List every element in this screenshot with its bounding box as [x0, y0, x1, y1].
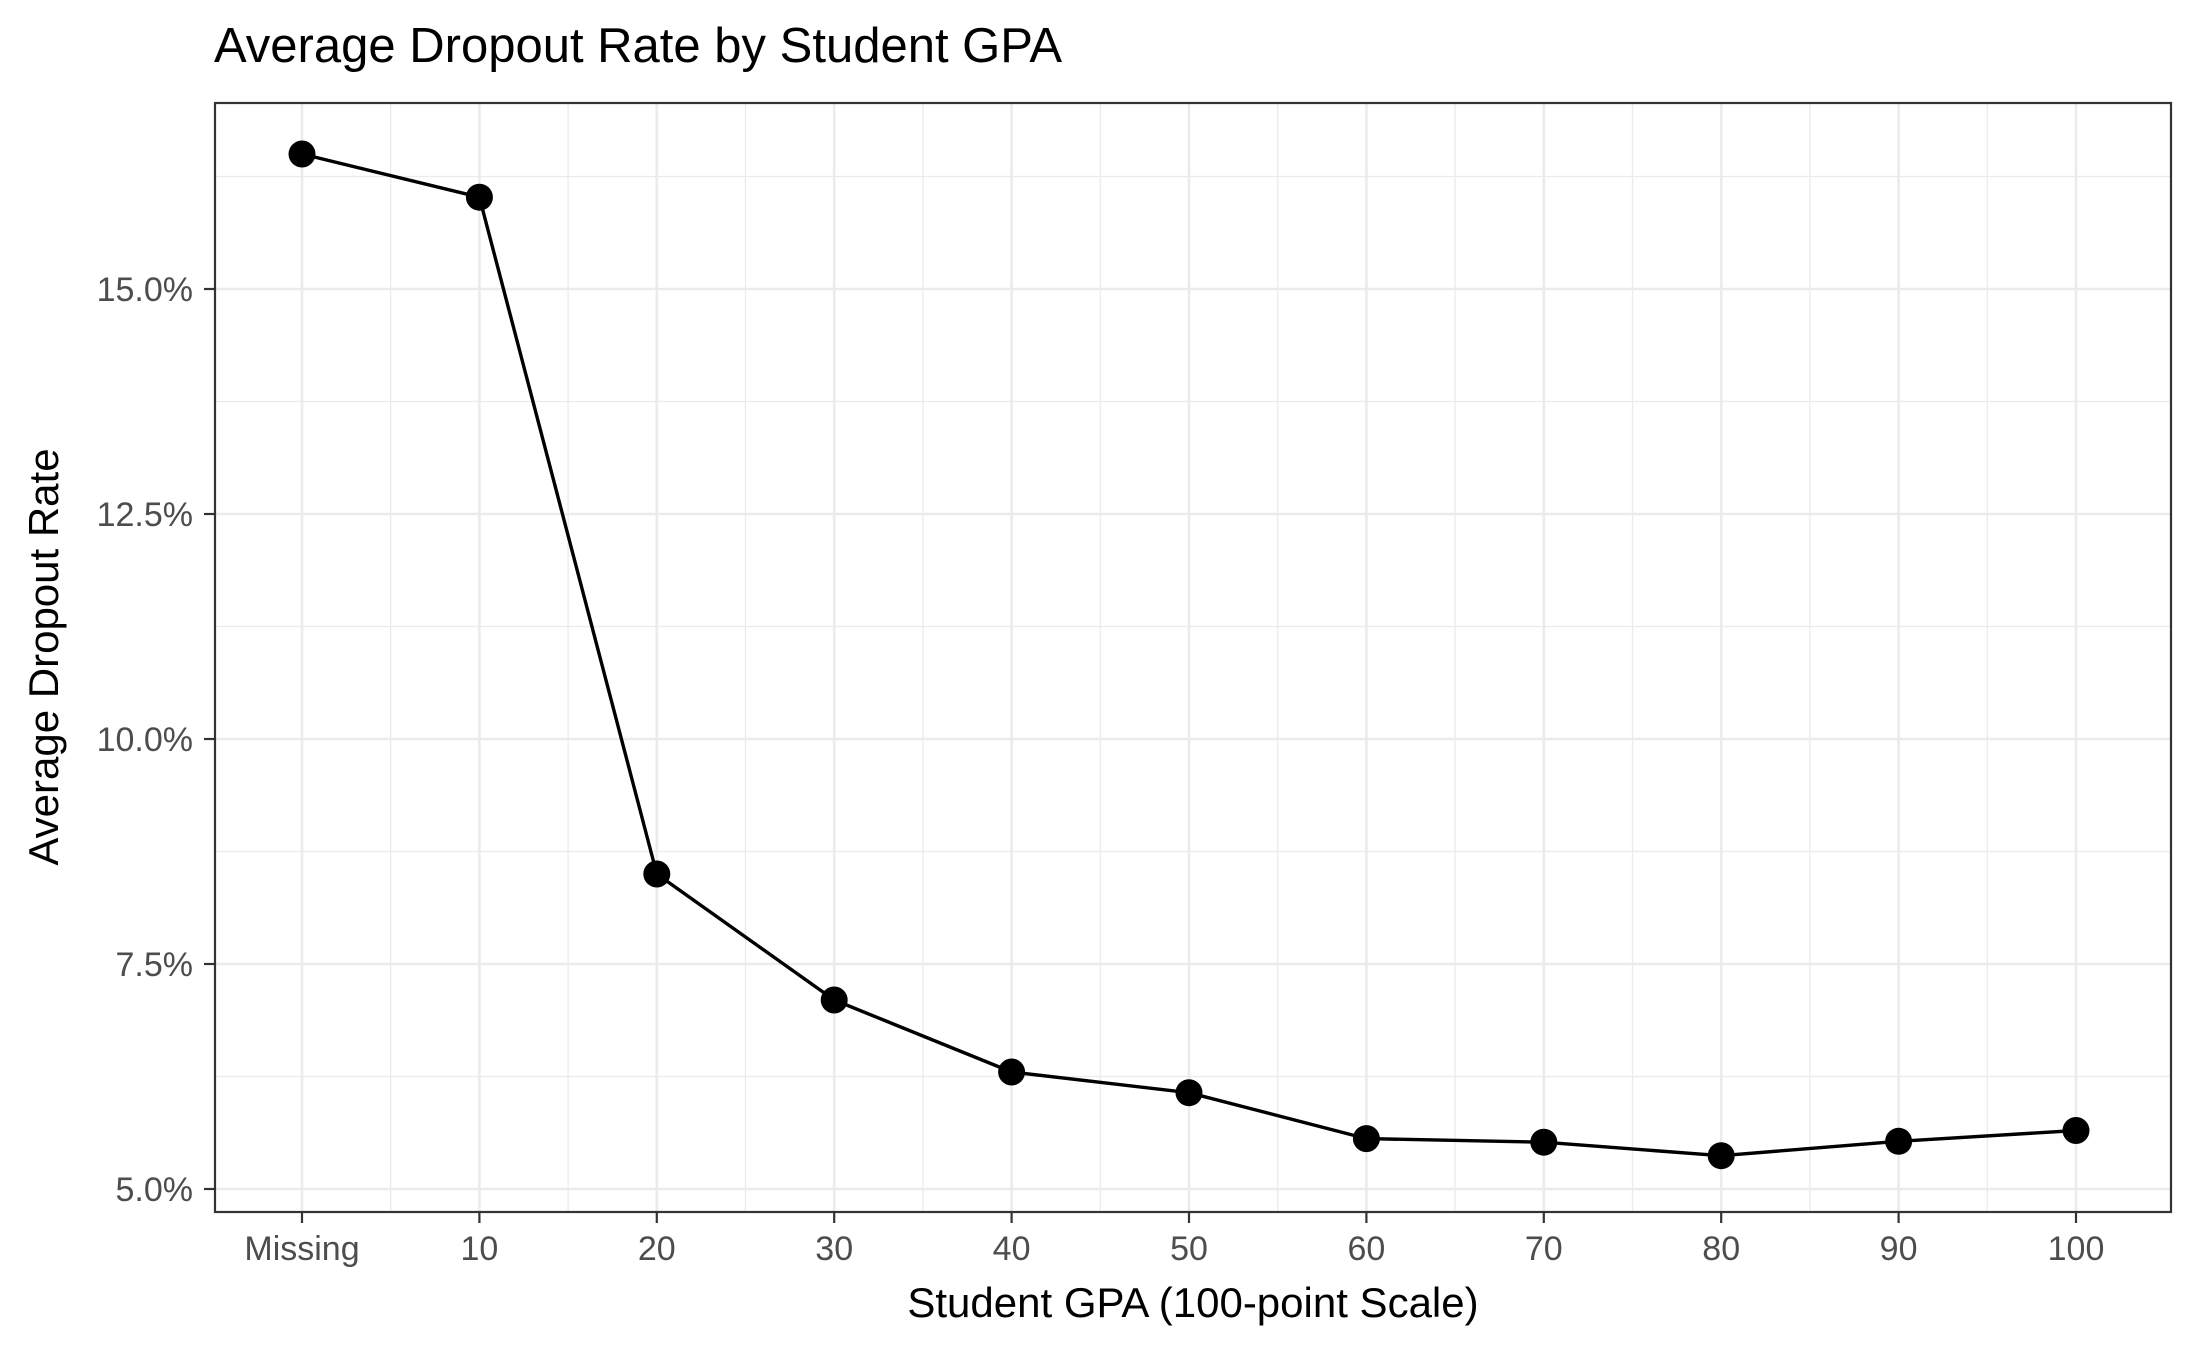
- y-tick-label: 7.5%: [116, 946, 194, 984]
- x-axis: Missing 10 20 30 40 50 60 70 80 90 100: [244, 1212, 2104, 1268]
- data-point: [1707, 1142, 1735, 1170]
- data-point: [288, 140, 316, 168]
- x-tick-label: 70: [1525, 1230, 1563, 1268]
- x-tick-label: 20: [638, 1230, 676, 1268]
- x-tick-label: 40: [993, 1230, 1031, 1268]
- data-point: [998, 1058, 1026, 1086]
- y-tick-label: 10.0%: [97, 721, 193, 759]
- x-tick-label: 30: [815, 1230, 853, 1268]
- data-point: [1530, 1128, 1558, 1156]
- major-gridlines: [215, 103, 2171, 1212]
- y-axis: 5.0% 7.5% 10.0% 12.5% 15.0%: [97, 271, 215, 1209]
- y-axis-title: Average Dropout Rate: [20, 448, 67, 865]
- x-tick-label: Missing: [244, 1230, 359, 1268]
- x-tick-label: 60: [1347, 1230, 1385, 1268]
- minor-gridlines: [215, 103, 2171, 1212]
- x-tick-label: 90: [1880, 1230, 1918, 1268]
- chart-title: Average Dropout Rate by Student GPA: [214, 19, 1062, 73]
- x-tick-label: 100: [2048, 1230, 2105, 1268]
- x-tick-label: 10: [460, 1230, 498, 1268]
- data-point: [1885, 1127, 1913, 1155]
- y-tick-label: 5.0%: [116, 1171, 194, 1209]
- data-point: [643, 860, 671, 888]
- x-tick-label: 50: [1170, 1230, 1208, 1268]
- series-layer: [288, 140, 2090, 1170]
- y-tick-label: 15.0%: [97, 271, 193, 309]
- y-tick-label: 12.5%: [97, 496, 193, 534]
- data-point: [820, 986, 848, 1014]
- data-point: [465, 183, 493, 211]
- x-tick-label: 80: [1702, 1230, 1740, 1268]
- panel-border: [213, 101, 2173, 1214]
- x-axis-title: Student GPA (100-point Scale): [907, 1279, 1478, 1326]
- data-point: [1175, 1079, 1203, 1107]
- data-point: [2062, 1117, 2090, 1144]
- data-point: [1352, 1125, 1380, 1153]
